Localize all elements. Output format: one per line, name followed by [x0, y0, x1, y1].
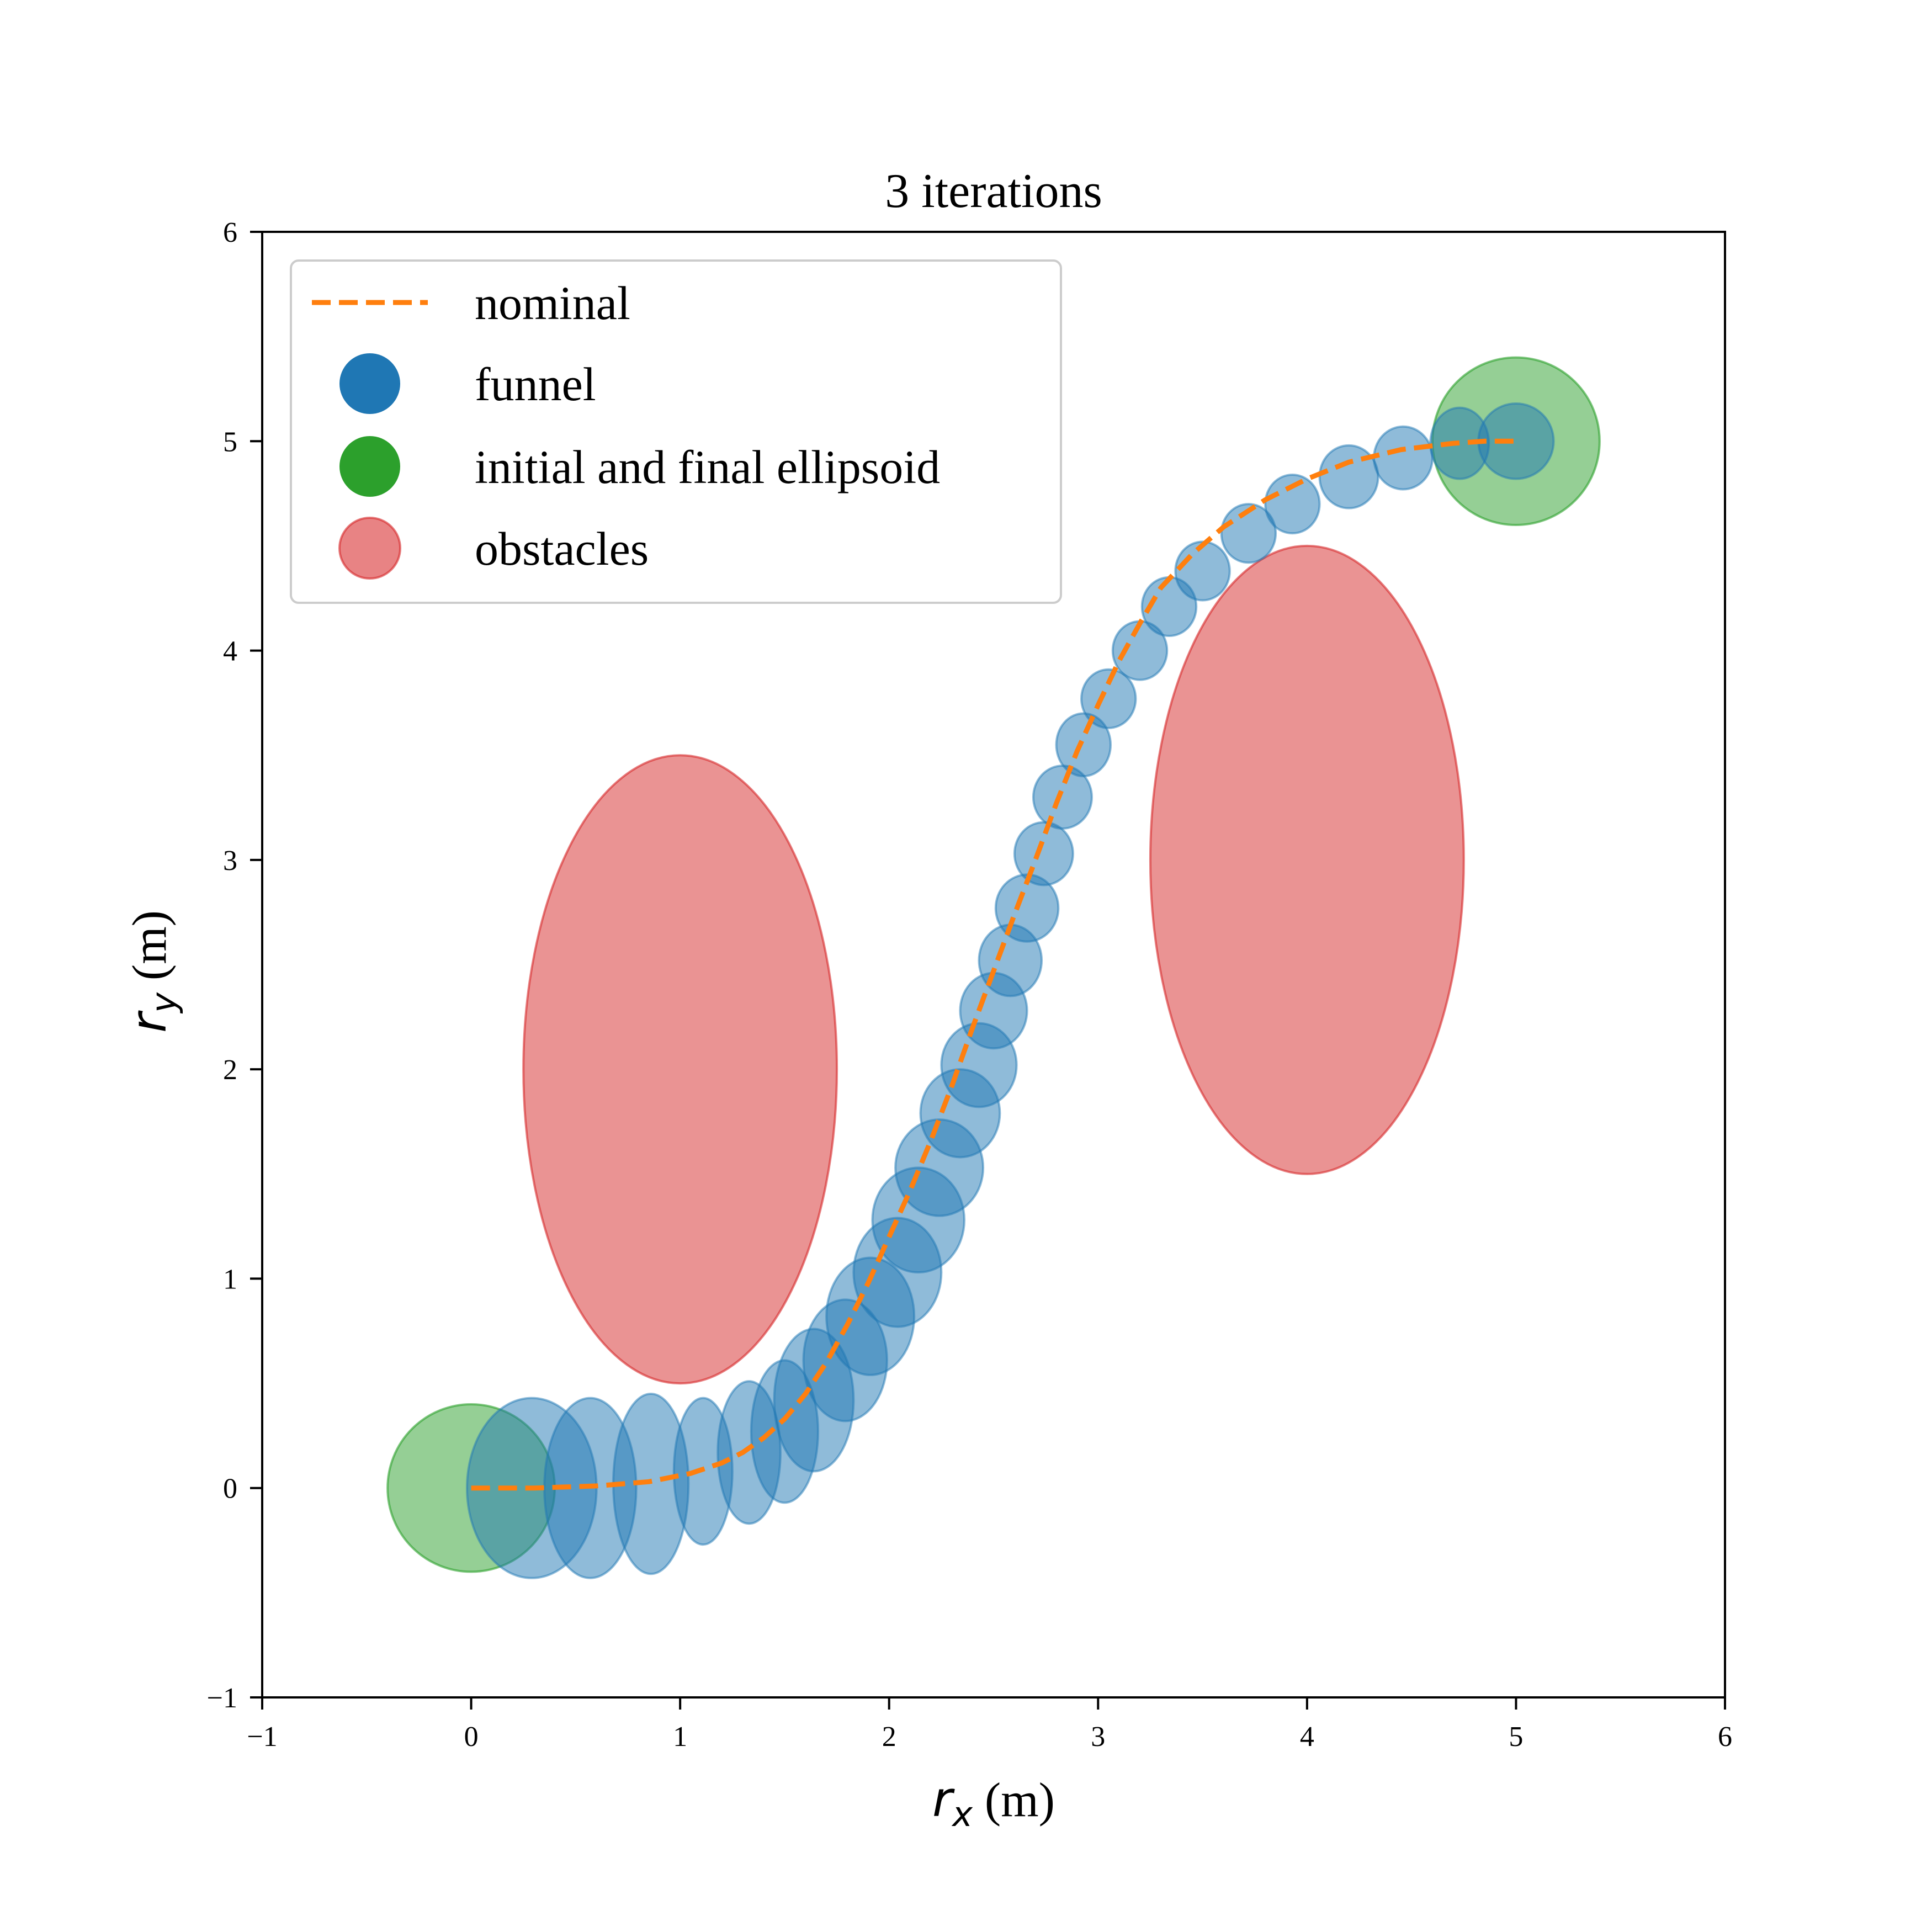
y-axis: −1 0 1 2 3 4 5 6: [207, 217, 262, 1714]
x-tick-label: 1: [673, 1721, 687, 1753]
y-tick-label: 5: [223, 426, 237, 458]
funnel-ellipse: [1373, 425, 1434, 491]
x-tick-label: 0: [464, 1721, 479, 1753]
x-tick-label: 6: [1718, 1721, 1732, 1753]
y-axis-label: ry (m): [120, 910, 184, 1033]
legend-box: [290, 259, 1062, 604]
axes-frame: [261, 231, 1726, 1699]
x-tick-label: 4: [1300, 1721, 1314, 1753]
legend-marker: [338, 517, 401, 580]
x-tick-label: −1: [247, 1721, 277, 1753]
legend-label: funnel: [475, 358, 596, 411]
y-tick-label: 2: [223, 1054, 237, 1086]
x-axis-label-unit: (m): [973, 1774, 1055, 1827]
funnel-ellipse: [1055, 712, 1112, 778]
x-axis-label-subscript: x: [951, 1794, 973, 1834]
funnel-ellipse: [1264, 473, 1321, 535]
x-axis-label-symbol: r: [932, 1771, 955, 1828]
obstacle-ellipse: [522, 754, 838, 1385]
funnel-ellipse: [1220, 503, 1277, 564]
legend-label: initial and final ellipsoid: [475, 440, 940, 493]
funnel-ellipse: [1477, 402, 1555, 480]
x-tick-label: 3: [1091, 1721, 1105, 1753]
legend-marker: [339, 436, 400, 497]
x-tick-label: 2: [882, 1721, 896, 1753]
y-tick-label: 0: [223, 1473, 237, 1505]
y-tick-label: −1: [207, 1682, 237, 1714]
plot-area: [386, 356, 1601, 1579]
obstacles-layer: [522, 544, 1465, 1385]
legend-marker: [339, 353, 400, 414]
y-tick-label: 6: [223, 217, 237, 248]
x-axis-label: rx (m): [932, 1771, 1055, 1834]
funnel-ellipse: [1174, 540, 1231, 602]
x-tick-label: 5: [1509, 1721, 1523, 1753]
y-axis-label-symbol: r: [120, 1010, 177, 1033]
legend-label: obstacles: [475, 522, 649, 575]
funnel-ellipse: [1080, 668, 1137, 729]
y-axis-label-unit: (m): [123, 910, 177, 992]
nominal-path-layer: [471, 438, 1516, 1491]
obstacle-ellipse: [1149, 544, 1465, 1175]
legend: nominal funnel initial and final ellipsoid…: [290, 259, 1062, 604]
x-axis: −1 0 1 2 3 4 5 6: [247, 1697, 1732, 1753]
chart-title: 3 iterations: [885, 164, 1102, 218]
y-axis-label-subscript: y: [144, 992, 184, 1014]
nominal-path-line: [471, 438, 1516, 1491]
y-tick-label: 4: [223, 636, 237, 667]
y-tick-label: 1: [223, 1264, 237, 1295]
y-tick-label: 3: [223, 845, 237, 877]
legend-label: nominal: [475, 277, 630, 330]
